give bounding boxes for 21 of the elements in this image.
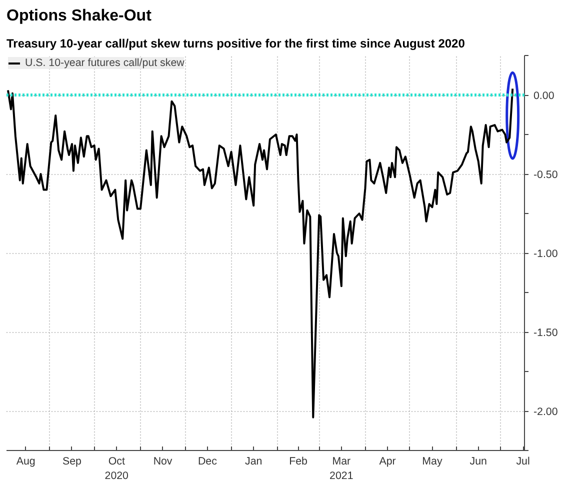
x-tick-label: Jan (245, 456, 262, 468)
x-tick-label: Jun (470, 456, 488, 468)
y-tick-label: -1.50 (534, 327, 558, 339)
x-tick-label: Dec (198, 456, 218, 468)
chart-subtitle: Treasury 10-year call/put skew turns positive for the first time since August 2020 (6, 36, 466, 50)
y-tick-label: -0.50 (534, 169, 558, 181)
y-tick-label: -1.00 (534, 248, 558, 260)
line-series (6, 88, 514, 418)
x-tick-label: Feb (289, 456, 308, 468)
x-tick-label: May (422, 456, 443, 468)
y-tick-label: -2.00 (534, 406, 558, 418)
x-tick-label: Apr (379, 456, 396, 468)
x-tick-label: Nov (153, 456, 173, 468)
x-tick-label: Sep (62, 456, 82, 468)
y-tick-label: 0.00 (534, 90, 554, 102)
x-tick-label: Aug (16, 456, 36, 468)
chart-title: Options Shake-Out (6, 8, 152, 24)
legend-label: U.S. 10-year futures call/put skew (25, 57, 184, 69)
x-tick-label: Mar 2021 (330, 456, 354, 482)
x-tick-label: Jul (516, 456, 530, 468)
x-tick-label: Oct 2020 (104, 456, 129, 482)
